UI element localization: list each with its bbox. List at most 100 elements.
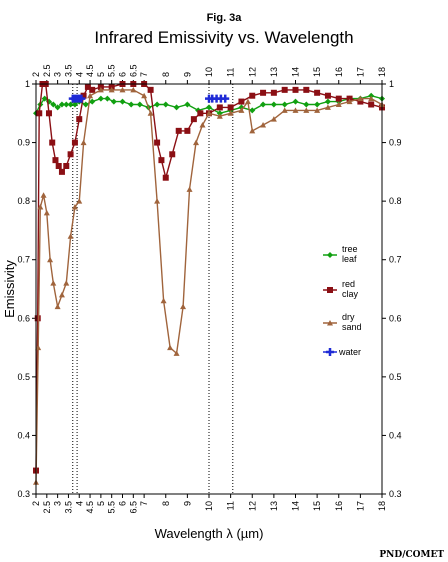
x-tick-label-bottom: 18 bbox=[377, 501, 387, 511]
x-tick-label-bottom: 7 bbox=[139, 501, 149, 506]
legend-item-water: water bbox=[323, 347, 361, 357]
data-point bbox=[260, 101, 267, 108]
series-dry-sand bbox=[33, 86, 385, 485]
x-tick-label-top: 12 bbox=[247, 67, 257, 77]
data-point bbox=[35, 344, 42, 351]
data-point bbox=[238, 107, 245, 113]
x-tick-label-top: 6.5 bbox=[128, 64, 138, 77]
data-point bbox=[270, 116, 277, 122]
x-tick-label-top: 4.5 bbox=[85, 64, 95, 77]
data-point bbox=[173, 104, 180, 111]
y-tick-label-left: 0.8 bbox=[17, 196, 30, 206]
data-point bbox=[89, 98, 96, 105]
data-point bbox=[162, 101, 169, 108]
data-point bbox=[67, 233, 74, 239]
data-point bbox=[54, 104, 61, 111]
data-point bbox=[71, 204, 78, 210]
x-tick-label-bottom: 14 bbox=[291, 501, 301, 511]
y-tick-label-right: 0.6 bbox=[389, 313, 402, 323]
data-point bbox=[270, 101, 277, 108]
data-point bbox=[141, 92, 148, 99]
data-point bbox=[97, 95, 104, 102]
data-point bbox=[84, 83, 91, 90]
data-point bbox=[71, 139, 78, 146]
data-point bbox=[154, 139, 161, 146]
x-tick-label-top: 14 bbox=[291, 67, 301, 77]
x-tick-label-top: 18 bbox=[377, 67, 387, 77]
y-tick-label-left: 1 bbox=[25, 79, 30, 89]
x-tick-label-top: 5 bbox=[96, 72, 106, 77]
data-point bbox=[197, 110, 204, 117]
data-point bbox=[260, 89, 267, 96]
x-tick-label-bottom: 3.5 bbox=[63, 501, 73, 514]
x-axis-label: Wavelength λ (µm) bbox=[155, 526, 264, 541]
x-tick-label-top: 15 bbox=[312, 67, 322, 77]
data-point bbox=[357, 95, 364, 102]
x-tick-label-top: 13 bbox=[269, 67, 279, 77]
data-point bbox=[63, 163, 70, 169]
data-point bbox=[303, 86, 310, 93]
data-point bbox=[303, 107, 310, 113]
data-point bbox=[58, 291, 65, 298]
data-point bbox=[281, 86, 288, 93]
data-point bbox=[43, 209, 50, 216]
data-point bbox=[324, 98, 331, 105]
data-point bbox=[357, 98, 364, 105]
x-tick-label-top: 7 bbox=[139, 72, 149, 77]
data-point bbox=[292, 107, 299, 113]
data-point bbox=[136, 101, 143, 108]
data-point bbox=[281, 107, 288, 113]
x-tick-label-bottom: 6.5 bbox=[128, 501, 138, 514]
data-point bbox=[335, 95, 342, 102]
plot-frame bbox=[35, 83, 383, 495]
data-point bbox=[173, 350, 180, 356]
data-point bbox=[82, 101, 89, 108]
data-point bbox=[97, 86, 104, 93]
data-point bbox=[260, 122, 267, 128]
legend-label: leaf bbox=[342, 254, 357, 264]
x-tick-label-top: 6 bbox=[118, 72, 128, 77]
data-point bbox=[49, 139, 56, 146]
data-point bbox=[221, 94, 230, 103]
data-point bbox=[324, 104, 331, 110]
data-point bbox=[50, 101, 57, 108]
data-point bbox=[193, 139, 200, 146]
data-point bbox=[58, 168, 65, 175]
x-tick-label-top: 8 bbox=[161, 72, 171, 77]
x-tick-label-bottom: 17 bbox=[355, 501, 365, 511]
data-point bbox=[128, 101, 135, 108]
legend-label: red bbox=[342, 279, 355, 289]
data-point bbox=[104, 95, 111, 102]
data-point bbox=[314, 89, 321, 96]
data-point bbox=[368, 95, 375, 102]
series-water bbox=[68, 94, 230, 103]
x-tick-label-top: 3 bbox=[53, 72, 63, 77]
x-tick-label-bottom: 16 bbox=[334, 501, 344, 511]
data-point bbox=[130, 86, 137, 93]
data-point bbox=[108, 86, 115, 93]
data-point bbox=[335, 101, 342, 107]
data-point bbox=[180, 303, 187, 310]
x-tick-label-bottom: 8 bbox=[161, 501, 171, 506]
y-tick-label-right: 1 bbox=[389, 79, 394, 89]
x-tick-label-bottom: 5.5 bbox=[107, 501, 117, 514]
legend-swatch-marker bbox=[327, 320, 333, 326]
x-tick-label-top: 3.5 bbox=[63, 64, 73, 77]
data-point bbox=[55, 163, 62, 169]
data-point bbox=[154, 101, 161, 108]
legend-label: dry bbox=[342, 312, 355, 322]
legend-label: tree bbox=[342, 244, 358, 254]
x-tick-label-bottom: 3 bbox=[53, 501, 63, 506]
data-point bbox=[169, 151, 176, 158]
y-tick-label-right: 0.7 bbox=[389, 255, 402, 265]
data-point bbox=[216, 113, 223, 119]
data-point bbox=[324, 92, 331, 99]
x-tick-label-bottom: 11 bbox=[226, 501, 236, 510]
data-point bbox=[50, 280, 57, 286]
data-point bbox=[154, 198, 161, 204]
data-point bbox=[58, 101, 65, 108]
y-tick-label-left: 0.7 bbox=[17, 255, 30, 265]
